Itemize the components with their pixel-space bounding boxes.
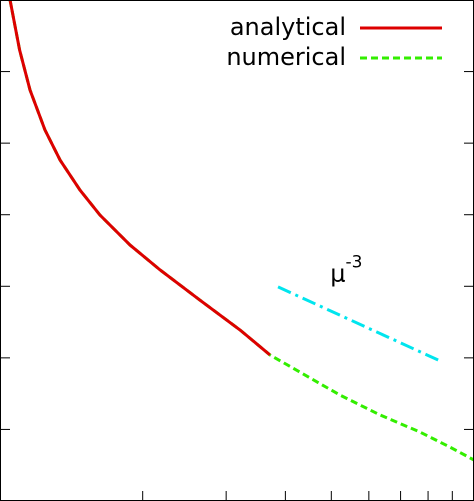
annotation-exponent: -3 (346, 252, 363, 272)
annotation-base: μ (330, 259, 345, 287)
annotation-label: μ-3 (330, 252, 362, 287)
series-line (8, 0, 271, 357)
legend-label: analytical (230, 13, 346, 41)
legend-label: numerical (226, 43, 346, 71)
slope-line (277, 285, 444, 364)
